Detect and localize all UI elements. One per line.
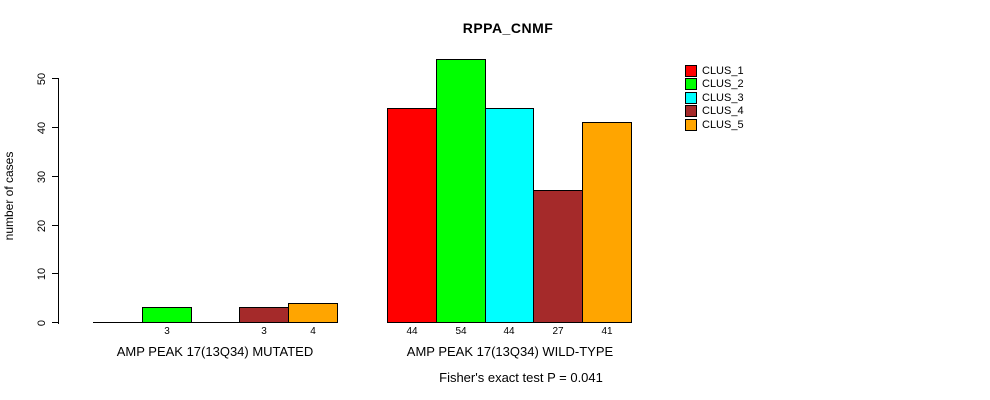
bar-clus_4-group1: [239, 307, 289, 323]
legend-item-clus_1: CLUS_1: [685, 65, 744, 77]
legend-label: CLUS_5: [702, 118, 744, 131]
group-label-mutated: AMP PEAK 17(13Q34) MUTATED: [116, 344, 314, 359]
legend-item-clus_4: CLUS_4: [685, 105, 744, 118]
legend: CLUS_1 CLUS_2 CLUS_3 CLUS_4 CLUS_5: [685, 65, 744, 131]
bar-value-label: 3: [261, 326, 267, 337]
bar-value-label: 44: [406, 326, 418, 337]
bar-value-label: 41: [601, 326, 613, 337]
fisher-test-annotation: Fisher's exact test P = 0.041: [439, 370, 603, 385]
y-axis-tick-label: 50: [36, 72, 48, 86]
bar-clus_5-group2: [582, 122, 632, 323]
y-axis-tick-label: 10: [36, 267, 48, 281]
y-axis-line: [58, 79, 59, 324]
y-axis-tick-label: 0: [36, 319, 48, 327]
y-axis-tick-label: 30: [36, 170, 48, 184]
y-axis-tick-label: 40: [36, 121, 48, 135]
bar-value-label: 54: [455, 326, 467, 337]
legend-swatch-clus_5: [685, 118, 697, 131]
y-axis-tick: [52, 127, 59, 128]
x-axis-baseline: [93, 322, 338, 323]
y-axis-tick: [52, 176, 59, 177]
group-label-wild-type: AMP PEAK 17(13Q34) WILD-TYPE: [406, 344, 614, 359]
chart-title: RPPA_CNMF: [462, 20, 554, 36]
legend-swatch-clus_1: [685, 65, 697, 77]
legend-item-clus_2: CLUS_2: [685, 78, 744, 91]
bar-clus_5-group1: [288, 303, 338, 323]
y-axis-label: number of cases: [2, 151, 16, 241]
bar-value-label: 44: [503, 326, 515, 337]
legend-label: CLUS_4: [702, 105, 744, 118]
legend-label: CLUS_1: [702, 65, 744, 77]
bar-clus_1-group2: [387, 108, 437, 323]
legend-swatch-clus_2: [685, 78, 697, 91]
bar-clus_2-group2: [436, 59, 486, 323]
legend-label: CLUS_3: [702, 91, 744, 104]
legend-item-clus_5: CLUS_5: [685, 118, 744, 131]
legend-item-clus_3: CLUS_3: [685, 91, 744, 104]
legend-swatch-clus_4: [685, 105, 697, 118]
bar-value-label: 27: [552, 326, 564, 337]
bar-value-label: 4: [310, 326, 316, 337]
legend-label: CLUS_2: [702, 78, 744, 91]
y-axis-tick: [52, 322, 59, 323]
y-axis-tick: [52, 273, 59, 274]
bar-clus_3-group2: [485, 108, 534, 323]
y-axis-tick-label: 20: [36, 219, 48, 233]
bar-clus_4-group2: [533, 190, 583, 323]
y-axis-tick: [52, 78, 59, 79]
legend-swatch-clus_3: [685, 91, 697, 104]
bar-value-label: 3: [164, 326, 170, 337]
bar-clus_2-group1: [142, 307, 192, 323]
y-axis-tick: [52, 225, 59, 226]
